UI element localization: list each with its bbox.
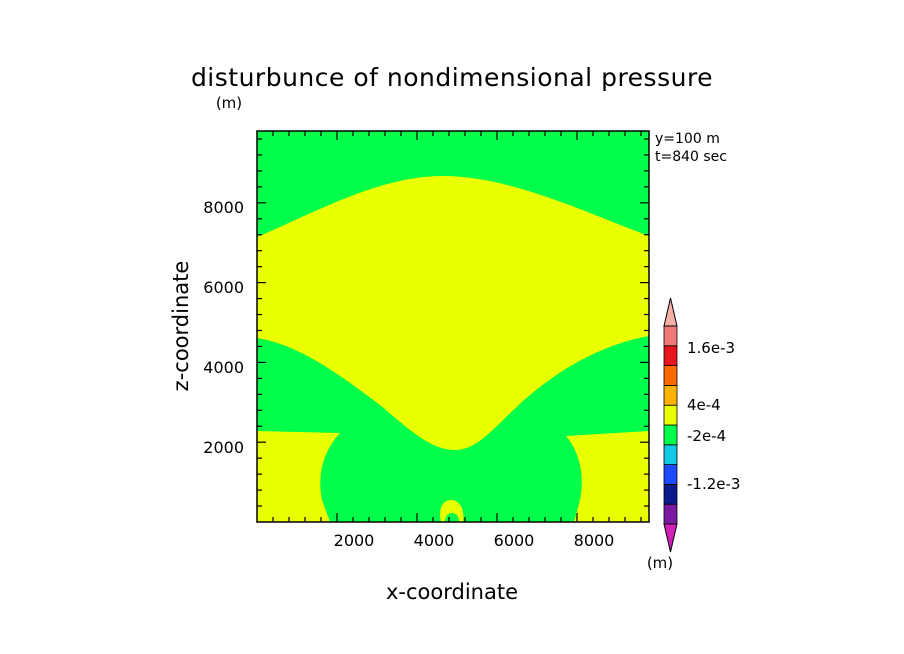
x-tick-label-2000: 2000 (334, 531, 375, 550)
y-axis-title: z-coordinate (169, 261, 193, 392)
x-tick-label-4000: 4000 (414, 531, 455, 550)
y-unit-label: (m) (216, 94, 242, 112)
colorbar-label-3: -2e-4 (687, 427, 726, 445)
colorbar-label-4: -1.2e-3 (687, 475, 740, 493)
x-tick-label-8000: 8000 (574, 531, 615, 550)
colorbar-swatch (663, 345, 678, 366)
colorbar-swatch (663, 325, 678, 347)
region-upper-dome (257, 176, 649, 450)
chart-title: disturbunce of nondimensional pressure (191, 63, 713, 92)
colorbar-swatch (663, 384, 678, 406)
x-tick-label-6000: 6000 (494, 531, 535, 550)
colorbar-swatch (663, 503, 678, 525)
colorbar-swatch (663, 464, 678, 485)
colorbar-swatch (663, 424, 678, 446)
y-tick-label-4000: 4000 (203, 358, 244, 377)
y-tick-label-6000: 6000 (203, 278, 244, 297)
x-axis-title: x-coordinate (386, 580, 518, 604)
plot-area (256, 130, 650, 523)
colorbar-swatch (663, 365, 678, 386)
colorbar-upper-arrow (663, 297, 678, 327)
colorbar (663, 297, 678, 553)
region-left-lobe (257, 431, 340, 522)
info-y-position: y=100 m (655, 131, 720, 147)
colorbar-label-1: 1.6e-3 (687, 339, 735, 357)
region-right-lobe (566, 431, 649, 522)
colorbar-swatch (663, 483, 678, 505)
axis-ticks (257, 131, 649, 522)
plot-frame (256, 130, 650, 523)
colorbar-label-2: 4e-4 (687, 396, 721, 414)
colorbar-swatch (663, 404, 678, 426)
y-tick-label-2000: 2000 (203, 438, 244, 457)
y-tick-label-8000: 8000 (203, 198, 244, 217)
colorbar-unit-label: (m) (647, 554, 673, 572)
colorbar-swatch (663, 444, 678, 465)
colorbar-lower-arrow (663, 523, 678, 553)
info-time: t=840 sec (655, 149, 727, 165)
